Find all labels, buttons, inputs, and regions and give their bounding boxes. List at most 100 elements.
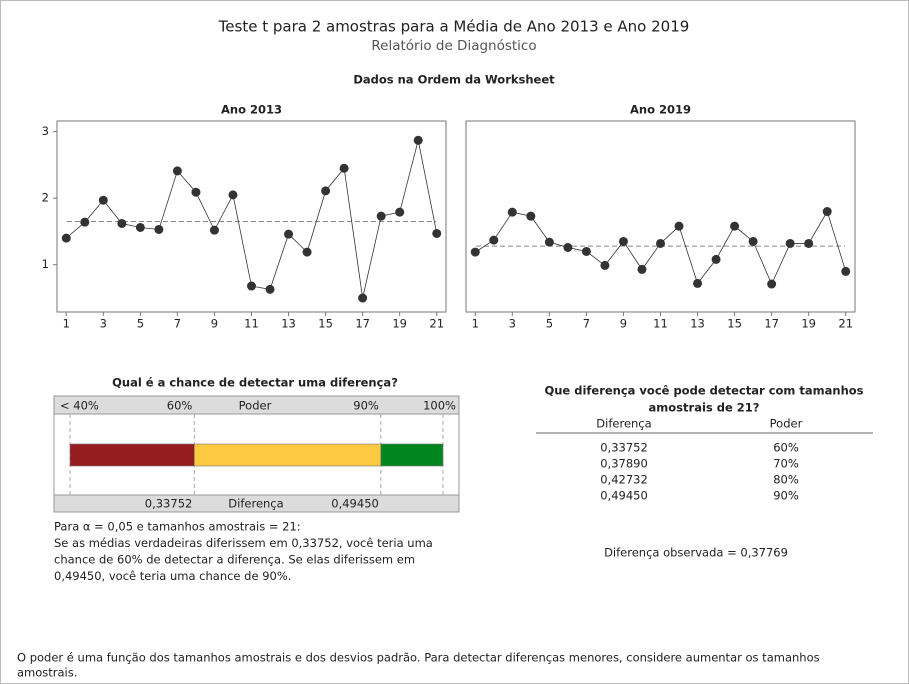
power-explanation: 0,49450, você teria uma chance de 90%. — [54, 569, 291, 583]
data-point — [191, 187, 201, 197]
data-point — [358, 293, 368, 303]
power-tick-label: 100% — [423, 399, 456, 413]
data-point — [302, 247, 312, 257]
table-title: amostrais de 21? — [649, 401, 760, 415]
data-point — [526, 211, 536, 221]
x-tick-label: 19 — [801, 317, 816, 331]
x-tick-label: 13 — [690, 317, 705, 331]
x-tick-label: 9 — [620, 317, 627, 331]
table-cell: 0,37890 — [600, 457, 648, 471]
data-point — [135, 222, 145, 232]
data-point — [822, 207, 832, 217]
power-explanation: chance de 60% de detectar a diferença. S… — [54, 553, 415, 567]
power-explanation: Para α = 0,05 e tamanhos amostrais = 21: — [54, 520, 301, 534]
power-axis-label: Poder — [239, 399, 272, 413]
table-header: Diferença — [596, 417, 651, 431]
data-point — [600, 260, 610, 270]
data-point — [117, 218, 127, 228]
data-point — [748, 236, 758, 246]
difference-value: 0,49450 — [331, 497, 379, 511]
data-point — [228, 190, 238, 200]
x-tick-label: 11 — [244, 317, 259, 331]
data-point — [711, 254, 721, 264]
footnote: amostrais. — [17, 666, 77, 680]
power-band — [194, 443, 382, 467]
table-cell: 70% — [773, 457, 799, 471]
y-tick-label: 2 — [42, 191, 49, 205]
data-point — [618, 236, 628, 246]
table-title: Que diferença você pode detectar com tam… — [544, 384, 863, 398]
data-point — [339, 163, 349, 173]
section-title: Dados na Ordem da Worksheet — [353, 73, 555, 87]
power-header — [53, 395, 460, 415]
data-point — [637, 264, 647, 274]
power-band — [380, 443, 444, 467]
table-cell: 80% — [773, 473, 799, 487]
data-point — [376, 211, 386, 221]
data-point — [395, 207, 405, 217]
data-point — [247, 281, 256, 291]
x-tick-label: 21 — [838, 317, 853, 331]
x-tick-label: 13 — [281, 317, 296, 331]
data-point — [321, 186, 331, 196]
x-tick-label: 17 — [764, 317, 779, 331]
panel-title: Ano 2019 — [630, 103, 691, 117]
x-tick-label: 19 — [392, 317, 407, 331]
table-cell: 0,49450 — [600, 489, 648, 503]
data-point — [284, 229, 294, 239]
data-point — [154, 224, 164, 234]
power-footer — [53, 494, 460, 513]
subtitle: Relatório de Diagnóstico — [371, 38, 536, 54]
x-tick-label: 11 — [653, 317, 668, 331]
data-point — [80, 217, 90, 227]
data-point — [432, 228, 442, 238]
data-point — [507, 207, 517, 217]
x-tick-label: 3 — [100, 317, 107, 331]
data-point — [785, 238, 795, 248]
data-point — [172, 166, 182, 176]
x-tick-label: 15 — [727, 317, 742, 331]
data-point — [209, 225, 219, 235]
title: Teste t para 2 amostras para a Média de … — [218, 18, 690, 36]
data-point — [581, 246, 591, 256]
table-cell: 0,42732 — [600, 473, 648, 487]
data-point — [61, 233, 71, 243]
power-band — [69, 443, 195, 467]
data-point — [841, 266, 851, 276]
power-explanation: Se as médias verdadeiras diferissem em 0… — [54, 536, 433, 550]
power-tick-label: 90% — [353, 399, 379, 413]
x-tick-label: 1 — [63, 317, 70, 331]
table-cell: 60% — [773, 441, 799, 455]
power-title: Qual é a chance de detectar uma diferenç… — [112, 376, 398, 390]
data-point — [489, 235, 499, 245]
data-point — [693, 278, 703, 288]
x-tick-label: 17 — [355, 317, 370, 331]
data-point — [656, 238, 665, 248]
x-tick-label: 1 — [472, 317, 479, 331]
table-cell: 0,33752 — [600, 441, 648, 455]
data-point — [413, 135, 423, 145]
power-tick-label: < 40% — [60, 399, 99, 413]
footnote: O poder é uma função dos tamanhos amostr… — [17, 651, 820, 665]
data-point — [767, 279, 777, 289]
x-tick-label: 15 — [318, 317, 333, 331]
x-tick-label: 21 — [429, 317, 444, 331]
data-point — [563, 242, 573, 252]
power-tick-label: 60% — [167, 399, 193, 413]
x-tick-label: 5 — [546, 317, 553, 331]
x-tick-label: 7 — [583, 317, 590, 331]
x-tick-label: 7 — [174, 317, 181, 331]
difference-value: 0,33752 — [145, 497, 193, 511]
difference-label: Diferença — [228, 497, 283, 511]
x-tick-label: 5 — [137, 317, 144, 331]
data-point — [544, 237, 554, 247]
table-header: Poder — [770, 417, 803, 431]
data-point — [98, 195, 108, 205]
panel-title: Ano 2013 — [221, 103, 282, 117]
table-cell: 90% — [773, 489, 799, 503]
y-tick-label: 1 — [42, 257, 49, 271]
x-tick-label: 9 — [211, 317, 218, 331]
